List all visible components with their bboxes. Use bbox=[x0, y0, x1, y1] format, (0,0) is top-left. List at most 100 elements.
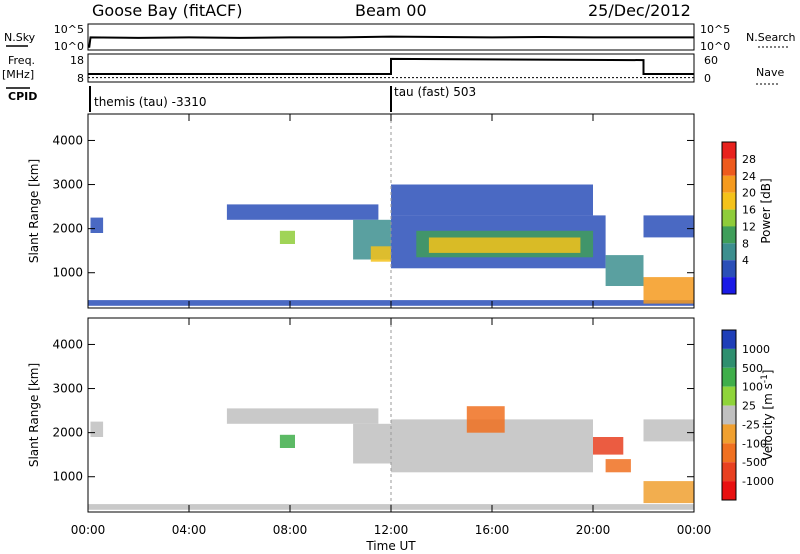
nave-axis-bottom: 0 bbox=[704, 72, 711, 85]
colorbar-swatch-6 bbox=[722, 243, 736, 261]
colorbar-swatch-2 bbox=[722, 367, 736, 387]
colorbar-swatch-3 bbox=[722, 386, 736, 406]
freq-axis-bottom: 8 bbox=[77, 72, 84, 85]
power-cell-11 bbox=[643, 277, 694, 304]
date-title: 25/Dec/2012 bbox=[588, 1, 691, 20]
colorbar-frame bbox=[721, 329, 737, 501]
colorbar-tick-7: -1000 bbox=[742, 475, 774, 488]
power-cell-1 bbox=[90, 217, 104, 233]
colorbar-swatch-1 bbox=[722, 158, 736, 176]
time-tick-label-1: 04:00 bbox=[172, 523, 207, 537]
colorbar-swatch-4 bbox=[722, 405, 736, 425]
time-tick-label-2: 08:00 bbox=[273, 523, 308, 537]
power-colorbar: 28 24 20 16 12 8 4 bbox=[721, 141, 756, 295]
nsky-axis-bottom: 10^0 bbox=[54, 40, 84, 53]
velocity-colorbar-title: Velocity [m s-1] bbox=[760, 370, 775, 461]
colorbar-swatch-6 bbox=[722, 443, 736, 463]
range-tick-label-0: 1000 bbox=[52, 266, 83, 280]
velocity-cell-2 bbox=[226, 408, 379, 424]
colorbar-tick-2: 100 bbox=[742, 381, 763, 394]
velocity-cell-6 bbox=[466, 406, 505, 433]
velocity-cell-7 bbox=[593, 437, 624, 455]
power-cell-12 bbox=[643, 215, 694, 238]
cpid-entry-2: tau (fast) 503 bbox=[394, 85, 476, 99]
velocity-cell-4 bbox=[353, 423, 391, 464]
power-cell-10 bbox=[605, 255, 644, 286]
colorbar-tick-0: 1000 bbox=[742, 343, 770, 356]
range-tick-label-2: 3000 bbox=[52, 178, 83, 192]
power-colorbar-title: Power [dB] bbox=[759, 178, 773, 243]
power-ylabel: Slant Range [km] bbox=[27, 159, 41, 263]
power-cell-5 bbox=[370, 246, 391, 262]
velocity-cell-9 bbox=[643, 481, 694, 504]
velocity-cell-3 bbox=[279, 434, 295, 448]
colorbar-tick-5: 8 bbox=[742, 237, 749, 250]
time-tick-label-4: 16:00 bbox=[475, 523, 510, 537]
colorbar-frame bbox=[721, 141, 737, 295]
power-cell-2 bbox=[226, 204, 379, 220]
nsky-axis-top: 10^5 bbox=[54, 23, 84, 36]
velocity-colorbar: 1000 500 100 25 -25 -100 -500 -1000 bbox=[721, 329, 774, 501]
colorbar-tick-1: 24 bbox=[742, 170, 756, 183]
time-tick-label-3: 12:00 bbox=[374, 523, 409, 537]
colorbar-swatch-8 bbox=[722, 277, 736, 294]
range-tick-label-3: 4000 bbox=[52, 133, 83, 147]
time-tick-label-6: 00:00 bbox=[677, 523, 712, 537]
colorbar-tick-1: 500 bbox=[742, 362, 763, 375]
colorbar-swatch-0 bbox=[722, 330, 736, 349]
power-cell-9 bbox=[391, 184, 593, 216]
station-title: Goose Bay (fitACF) bbox=[92, 1, 242, 20]
time-tick-label-0: 00:00 bbox=[71, 523, 106, 537]
power-axes: 1000 2000 3000 4000 bbox=[52, 114, 695, 308]
colorbar-tick-3: 16 bbox=[742, 204, 756, 217]
cpid-entry-1: themis (tau) -3310 bbox=[94, 95, 207, 109]
colorbar-tick-6: 4 bbox=[742, 254, 749, 267]
power-cell-8 bbox=[428, 237, 581, 253]
colorbar-swatch-1 bbox=[722, 348, 736, 368]
nave-axis-top: 60 bbox=[704, 54, 718, 67]
nsearch-axis-bottom: 10^0 bbox=[700, 40, 730, 53]
velocity-cell-1 bbox=[90, 421, 104, 437]
time-tick-label-5: 20:00 bbox=[576, 523, 611, 537]
colorbar-swatch-8 bbox=[722, 481, 736, 500]
nsky-label: N.Sky bbox=[4, 31, 36, 44]
nsearch-axis-top: 10^5 bbox=[700, 23, 730, 36]
beam-title: Beam 00 bbox=[355, 1, 427, 20]
range-tick-label-1: 2000 bbox=[52, 426, 83, 440]
time-axis: 00:00 04:00 08:00 12:00 16:00 20:00 00:00 bbox=[71, 523, 712, 537]
power-cell-3 bbox=[279, 230, 295, 244]
colorbar-tick-4: 12 bbox=[742, 220, 756, 233]
colorbar-swatch-0 bbox=[722, 142, 736, 159]
velocity-cell-8 bbox=[605, 459, 631, 473]
freq-panel bbox=[87, 53, 695, 83]
time-axis-label: Time UT bbox=[365, 539, 416, 553]
freq-axis-top: 18 bbox=[70, 54, 84, 67]
colorbar-tick-2: 20 bbox=[742, 187, 756, 200]
range-tick-label-0: 1000 bbox=[52, 470, 83, 484]
freq-label: Freq. bbox=[8, 54, 35, 67]
colorbar-tick-3: 25 bbox=[742, 400, 756, 413]
cpid-label: CPID bbox=[8, 90, 37, 103]
velocity-ylabel: Slant Range [km] bbox=[27, 363, 41, 467]
range-tick-label-1: 2000 bbox=[52, 222, 83, 236]
nave-label: Nave bbox=[756, 66, 784, 79]
colorbar-swatch-3 bbox=[722, 192, 736, 210]
freq-unit: [MHz] bbox=[2, 68, 34, 81]
colorbar-swatch-7 bbox=[722, 462, 736, 482]
range-tick-label-3: 4000 bbox=[52, 337, 83, 351]
colorbar-swatch-5 bbox=[722, 226, 736, 244]
colorbar-swatch-2 bbox=[722, 175, 736, 193]
colorbar-tick-5: -100 bbox=[742, 437, 767, 450]
nsky-series-line bbox=[88, 35, 694, 48]
nsearch-label: N.Search bbox=[746, 31, 796, 44]
velocity-cell-10 bbox=[643, 419, 694, 442]
freq-series-line bbox=[88, 57, 694, 75]
range-tick-label-2: 3000 bbox=[52, 382, 83, 396]
colorbar-swatch-4 bbox=[722, 209, 736, 227]
colorbar-swatch-5 bbox=[722, 424, 736, 444]
colorbar-tick-4: -25 bbox=[742, 418, 760, 431]
colorbar-tick-6: -500 bbox=[742, 456, 767, 469]
power-data-layer bbox=[88, 184, 694, 306]
colorbar-tick-0: 28 bbox=[742, 153, 756, 166]
